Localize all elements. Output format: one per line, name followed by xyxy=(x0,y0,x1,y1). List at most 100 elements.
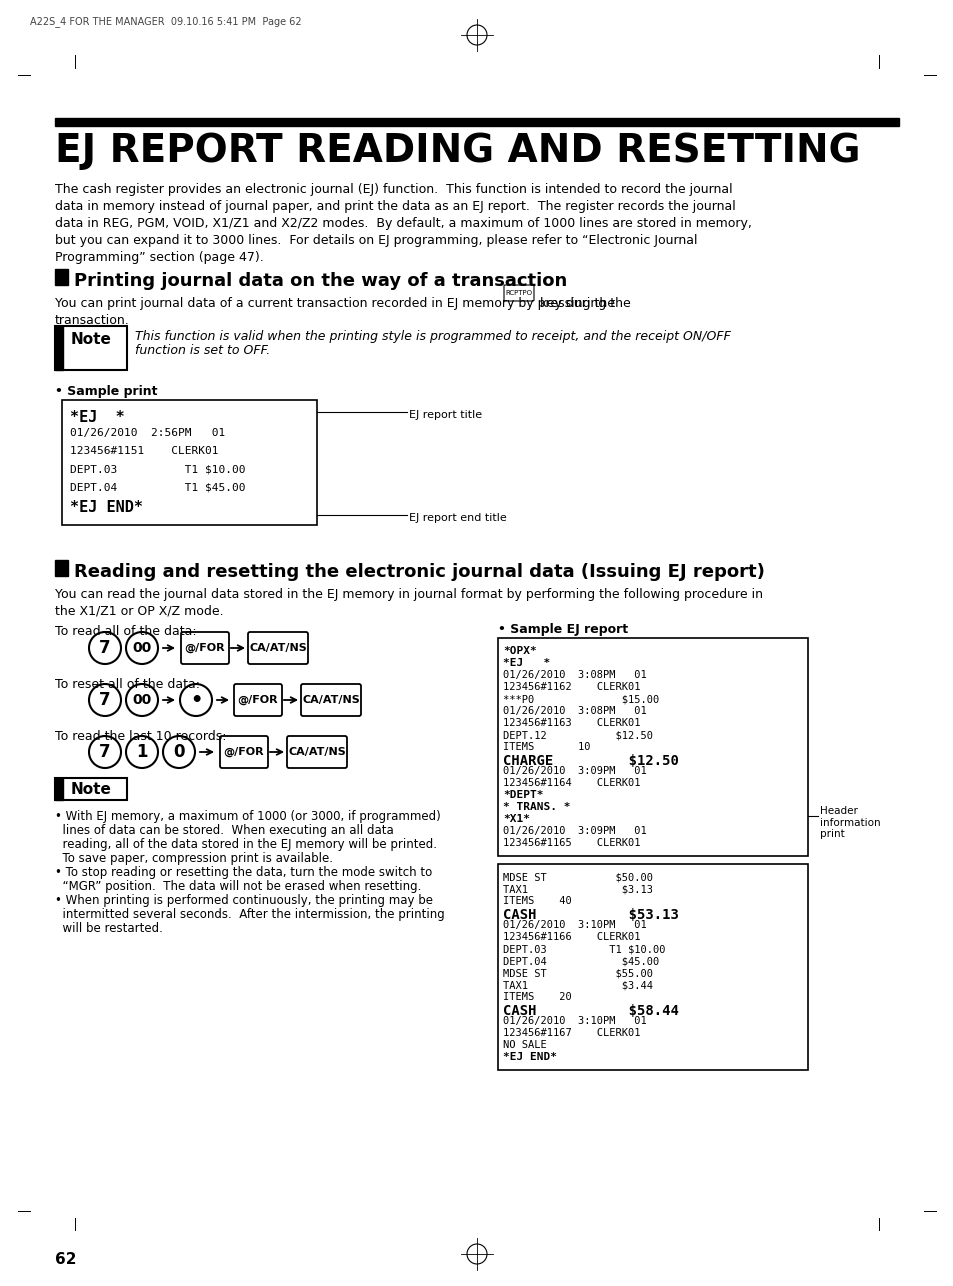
Text: Header
information
print: Header information print xyxy=(820,806,880,840)
Text: 123456#1163    CLERK01: 123456#1163 CLERK01 xyxy=(502,718,639,728)
Text: Programming” section (page 47).: Programming” section (page 47). xyxy=(55,251,263,264)
Circle shape xyxy=(89,631,121,664)
Text: • With EJ memory, a maximum of 1000 (or 3000, if programmed): • With EJ memory, a maximum of 1000 (or … xyxy=(55,810,440,823)
Text: 00: 00 xyxy=(132,640,152,655)
Text: 01/26/2010  3:10PM   01: 01/26/2010 3:10PM 01 xyxy=(502,919,646,930)
Text: MDSE ST           $55.00: MDSE ST $55.00 xyxy=(502,968,652,977)
Text: EJ report end title: EJ report end title xyxy=(409,513,506,523)
Bar xyxy=(497,638,807,856)
Text: CASH           $53.13: CASH $53.13 xyxy=(502,908,679,922)
Text: EJ REPORT READING AND RESETTING: EJ REPORT READING AND RESETTING xyxy=(55,132,860,170)
Text: Reading and resetting the electronic journal data (Issuing EJ report): Reading and resetting the electronic jou… xyxy=(74,563,764,581)
Text: CHARGE         $12.50: CHARGE $12.50 xyxy=(502,754,679,768)
Text: data in memory instead of journal paper, and print the data as an EJ report.  Th: data in memory instead of journal paper,… xyxy=(55,201,735,213)
Bar xyxy=(497,864,807,1070)
Bar xyxy=(55,778,127,800)
Text: the X1/Z1 or OP X/Z mode.: the X1/Z1 or OP X/Z mode. xyxy=(55,604,223,619)
Text: reading, all of the data stored in the EJ memory will be printed.: reading, all of the data stored in the E… xyxy=(55,838,436,851)
Circle shape xyxy=(126,631,158,664)
Text: 7: 7 xyxy=(99,639,111,657)
Text: *OPX*: *OPX* xyxy=(502,646,537,656)
Circle shape xyxy=(126,684,158,716)
Text: 01/26/2010  3:10PM   01: 01/26/2010 3:10PM 01 xyxy=(502,1016,646,1026)
Text: *EJ   *: *EJ * xyxy=(502,658,550,667)
Text: key during the: key during the xyxy=(536,297,630,310)
Text: 01/26/2010  2:56PM   01: 01/26/2010 2:56PM 01 xyxy=(70,428,225,439)
Text: 01/26/2010  3:08PM   01: 01/26/2010 3:08PM 01 xyxy=(502,670,646,680)
Text: CASH           $58.44: CASH $58.44 xyxy=(502,1004,679,1019)
Text: *EJ END*: *EJ END* xyxy=(502,1052,557,1062)
Text: A22S_4 FOR THE MANAGER  09.10.16 5:41 PM  Page 62: A22S_4 FOR THE MANAGER 09.10.16 5:41 PM … xyxy=(30,15,301,27)
Text: * TRANS. *: * TRANS. * xyxy=(502,802,570,811)
Text: TAX1               $3.44: TAX1 $3.44 xyxy=(502,980,652,990)
Text: MDSE ST           $50.00: MDSE ST $50.00 xyxy=(502,872,652,882)
Circle shape xyxy=(180,684,212,716)
Text: ITEMS       10: ITEMS 10 xyxy=(502,742,590,752)
Bar xyxy=(55,325,127,370)
Circle shape xyxy=(89,684,121,716)
Text: The cash register provides an electronic journal (EJ) function.  This function i: The cash register provides an electronic… xyxy=(55,183,732,195)
Text: ***P0              $15.00: ***P0 $15.00 xyxy=(502,694,659,703)
Text: EJ report title: EJ report title xyxy=(409,410,481,421)
Text: lines of data can be stored.  When executing an all data: lines of data can be stored. When execut… xyxy=(55,824,394,837)
Bar xyxy=(55,269,68,285)
Text: Printing journal data on the way of a transaction: Printing journal data on the way of a tr… xyxy=(74,273,567,291)
Text: function is set to OFF.: function is set to OFF. xyxy=(135,343,270,358)
FancyBboxPatch shape xyxy=(503,285,534,301)
Bar xyxy=(55,118,898,126)
Text: 7: 7 xyxy=(99,743,111,761)
Circle shape xyxy=(126,736,158,768)
FancyBboxPatch shape xyxy=(248,631,308,664)
Text: You can read the journal data stored in the EJ memory in journal format by perfo: You can read the journal data stored in … xyxy=(55,588,762,601)
Text: 00: 00 xyxy=(132,693,152,707)
Text: but you can expand it to 3000 lines.  For details on EJ programming, please refe: but you can expand it to 3000 lines. For… xyxy=(55,234,697,247)
Text: will be restarted.: will be restarted. xyxy=(55,922,163,935)
Text: •: • xyxy=(190,691,202,710)
FancyBboxPatch shape xyxy=(287,736,347,768)
Circle shape xyxy=(89,736,121,768)
Text: 123456#1162    CLERK01: 123456#1162 CLERK01 xyxy=(502,682,639,692)
Text: CA/AT/NS: CA/AT/NS xyxy=(302,694,359,705)
FancyBboxPatch shape xyxy=(301,684,360,716)
Text: RCPTPO: RCPTPO xyxy=(505,291,532,296)
Circle shape xyxy=(163,736,194,768)
Text: 01/26/2010  3:09PM   01: 01/26/2010 3:09PM 01 xyxy=(502,826,646,836)
Text: DEPT.03          T1 $10.00: DEPT.03 T1 $10.00 xyxy=(502,944,665,954)
Bar xyxy=(55,325,63,370)
Text: You can print journal data of a current transaction recorded in EJ memory by pre: You can print journal data of a current … xyxy=(55,297,618,310)
Text: transaction.: transaction. xyxy=(55,314,130,327)
Text: *EJ  *: *EJ * xyxy=(70,410,125,424)
Text: • Sample print: • Sample print xyxy=(55,385,157,397)
Text: *X1*: *X1* xyxy=(502,814,530,824)
FancyBboxPatch shape xyxy=(220,736,268,768)
Text: Note: Note xyxy=(71,782,112,796)
Text: *DEPT*: *DEPT* xyxy=(502,790,543,800)
Text: To save paper, compression print is available.: To save paper, compression print is avai… xyxy=(55,853,333,865)
Text: DEPT.03          T1 $10.00: DEPT.03 T1 $10.00 xyxy=(70,464,245,475)
Bar xyxy=(62,400,316,525)
Bar xyxy=(55,778,63,800)
Text: DEPT.04            $45.00: DEPT.04 $45.00 xyxy=(502,955,659,966)
Text: Note: Note xyxy=(71,332,112,346)
Text: • To stop reading or resetting the data, turn the mode switch to: • To stop reading or resetting the data,… xyxy=(55,865,432,880)
Text: • Sample EJ report: • Sample EJ report xyxy=(497,622,627,637)
Text: DEPT.12           $12.50: DEPT.12 $12.50 xyxy=(502,730,652,739)
Text: ITEMS    20: ITEMS 20 xyxy=(502,992,571,1002)
Text: data in REG, PGM, VOID, X1/Z1 and X2/Z2 modes.  By default, a maximum of 1000 li: data in REG, PGM, VOID, X1/Z1 and X2/Z2 … xyxy=(55,217,751,230)
Text: This function is valid when the printing style is programmed to receipt, and the: This function is valid when the printing… xyxy=(135,331,730,343)
Text: 7: 7 xyxy=(99,691,111,709)
Text: *EJ END*: *EJ END* xyxy=(70,500,143,514)
Text: DEPT.04          T1 $45.00: DEPT.04 T1 $45.00 xyxy=(70,482,245,493)
Text: To reset all of the data:: To reset all of the data: xyxy=(55,678,200,691)
Text: TAX1               $3.13: TAX1 $3.13 xyxy=(502,883,652,894)
Text: “MGR” position.  The data will not be erased when resetting.: “MGR” position. The data will not be era… xyxy=(55,880,421,892)
Text: 123456#1164    CLERK01: 123456#1164 CLERK01 xyxy=(502,778,639,788)
Bar xyxy=(55,559,68,576)
Text: 62: 62 xyxy=(55,1253,76,1267)
Text: @/FOR: @/FOR xyxy=(223,747,264,757)
Text: 01/26/2010  3:08PM   01: 01/26/2010 3:08PM 01 xyxy=(502,706,646,716)
Text: 1: 1 xyxy=(136,743,148,761)
Text: 123456#1166    CLERK01: 123456#1166 CLERK01 xyxy=(502,932,639,943)
Text: ITEMS    40: ITEMS 40 xyxy=(502,896,571,907)
Text: CA/AT/NS: CA/AT/NS xyxy=(249,643,307,653)
